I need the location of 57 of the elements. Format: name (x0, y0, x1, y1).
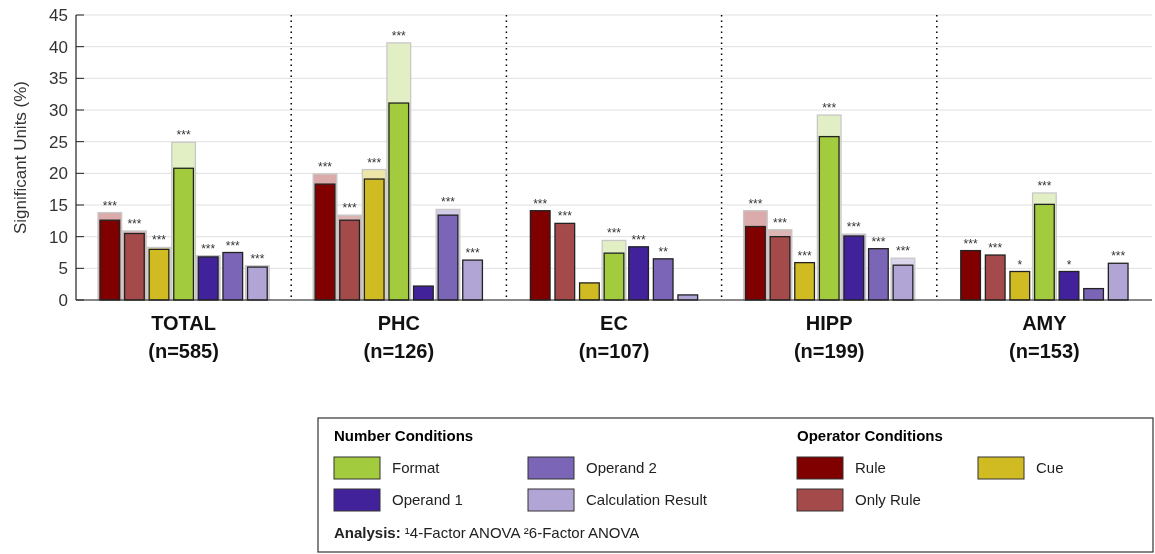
data-label: *** (797, 248, 812, 263)
y-tick-label: 20 (49, 164, 68, 184)
x-tick-label: AMY (n=153) (1009, 312, 1080, 362)
legend-label: Calculation Result (586, 491, 708, 509)
data-label: *** (102, 198, 118, 213)
x-tick-label: TOTAL (n=585) (148, 312, 219, 362)
x-tick-label: PHC (n=126) (363, 312, 435, 362)
data-label: *** (465, 246, 480, 261)
data-label: *** (963, 236, 978, 251)
y-tick-label: 5 (58, 259, 68, 279)
legend-label: Operand 1 (392, 491, 463, 509)
data-label: *** (391, 28, 407, 43)
data-label: *** (606, 226, 622, 241)
data-label: *** (533, 196, 548, 211)
data-label: *** (440, 195, 456, 210)
text: Number Conditions (334, 427, 474, 444)
x-tick-label: HIPP (n=199) (793, 312, 865, 362)
y-tick-label: 10 (49, 227, 68, 247)
data-label: *** (201, 241, 216, 256)
data-label: *** (367, 155, 382, 170)
data-label: *** (895, 244, 911, 259)
legend-label: Operand 2 (586, 459, 657, 477)
data-label: *** (318, 159, 333, 174)
y-tick-label: 25 (49, 132, 68, 152)
y-tick-label: 40 (49, 37, 68, 57)
data-label: *** (225, 238, 241, 253)
data-label: *** (342, 201, 357, 216)
y-tick-label: 30 (49, 100, 68, 120)
data-label: *** (176, 128, 191, 143)
text: Operator Conditions (797, 427, 943, 444)
data-label: *** (871, 234, 886, 249)
data-label: ** (658, 244, 669, 259)
data-label: *** (127, 216, 142, 231)
data-label: *** (988, 241, 1003, 256)
y-tick-label: 15 (49, 195, 68, 215)
legend-label: Rule (855, 459, 886, 477)
data-label: *** (631, 232, 646, 247)
legend-label: Format (392, 459, 441, 477)
data-label: * (1066, 257, 1072, 272)
y-tick-label: 45 (49, 5, 68, 25)
data-label: *** (1037, 178, 1052, 193)
data-label: *** (250, 251, 265, 266)
y-tick-label: 35 (49, 69, 68, 89)
legend-label: Cue (1036, 459, 1064, 477)
data-label: *** (773, 215, 788, 230)
y-tick-label: 0 (58, 290, 68, 310)
y-axis-title: Significant Units (%) (11, 80, 30, 235)
text: Analysis: ¹4-Factor ANOVA ²6-Factor ANOVA (334, 524, 640, 541)
data-label: *** (822, 101, 837, 116)
data-label: *** (1111, 249, 1126, 264)
legend-label: Only Rule (855, 491, 921, 509)
x-tick-label: EC (n=107) (578, 312, 650, 362)
data-label: *** (748, 196, 763, 211)
data-label: * (1017, 257, 1023, 272)
data-label: *** (152, 233, 167, 248)
data-label: *** (557, 209, 573, 224)
data-label: *** (846, 220, 862, 235)
